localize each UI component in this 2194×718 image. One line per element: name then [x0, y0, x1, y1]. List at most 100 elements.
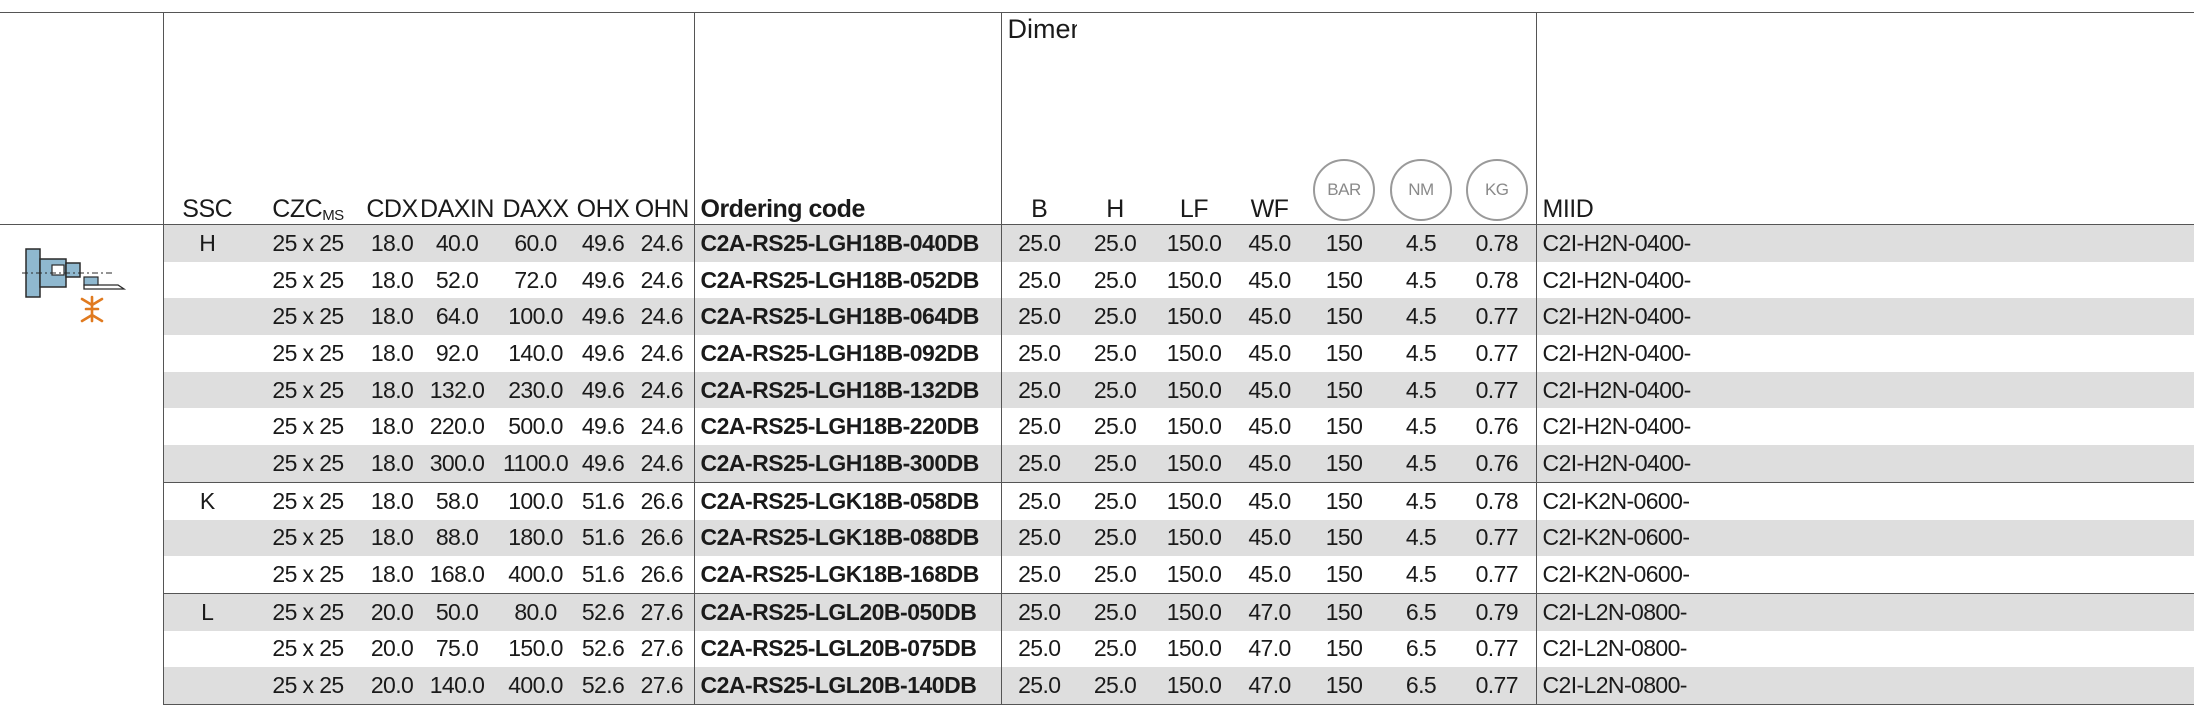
cell-bar: 150: [1325, 561, 1363, 588]
cell-ssc: [162, 519, 251, 557]
cell-cdx: 18.0: [365, 224, 419, 262]
cell-code: C2A-RS25-LGL20B-075DB: [693, 630, 1001, 668]
cell-lf: 150.0: [1153, 445, 1235, 483]
cell-daxx: 100.0: [495, 481, 576, 520]
cell-lf: 150.0: [1153, 667, 1235, 705]
cell-ssc: [162, 261, 251, 299]
cell-ssc: K: [162, 481, 251, 520]
cell-h: 25.0: [1093, 266, 1137, 293]
table-row: H 25 x 25 18.0 40.0 60.0 49.6 24.6 C2A-RS25-LGH…: [0, 224, 2194, 323]
cell-ohx: 51.6: [576, 519, 630, 557]
cell-wf: 45.0: [1248, 339, 1291, 366]
cell-ohn: 24.6: [630, 445, 694, 483]
cell-ohx: 49.6: [581, 339, 625, 366]
cell-ohx: 51.6: [576, 481, 630, 520]
cell-ssc: [162, 667, 251, 705]
cell-nm: 4.5: [1384, 298, 1458, 336]
cell-code: C2A-RS25-LGK18B-058DB: [693, 481, 1001, 520]
cell-daxx: 150.0: [508, 635, 563, 662]
cell-ssc: [162, 408, 251, 446]
cell-b: 25.0: [1000, 630, 1077, 668]
cell-ohx: 49.6: [576, 445, 630, 483]
cell-ohn: 24.6: [640, 266, 684, 293]
cell-bar: 150: [1325, 339, 1363, 366]
table-row: 25 x 25 18.0 300.0 1100.0 49.6 24.6 C2A-RS25-L…: [0, 445, 2194, 483]
cell-bar: 150: [1325, 635, 1363, 662]
cell-bar: 150: [1325, 266, 1363, 293]
header-ohx: OHX: [576, 12, 630, 225]
table-row: 25 x 25 18.0 88.0 180.0 51.6 26.6 C2A-RS25-LGK…: [0, 519, 2194, 557]
cell-wf: 45.0: [1248, 413, 1291, 440]
cell-czc: 25 x 25: [251, 224, 365, 262]
cell-ohn: 26.6: [630, 519, 694, 557]
cell-ohx: 49.6: [576, 298, 630, 336]
cell-wf: 47.0: [1235, 592, 1304, 631]
cell-ohx: 52.6: [576, 592, 630, 631]
cell-miid: C2I-H2N-0400-: [1535, 445, 2194, 483]
cell-nm: 4.5: [1384, 445, 1458, 483]
cell-daxin: 92.0: [435, 339, 479, 366]
cell-b: 25.0: [1000, 335, 1077, 372]
header-b-label: B: [1031, 195, 1048, 223]
header-kg: KG: [1458, 12, 1536, 225]
cell-czc: 25 x 25: [272, 635, 344, 662]
cell-nm: 4.5: [1384, 519, 1458, 557]
cell-kg: 0.76: [1458, 445, 1536, 483]
header-image-cell: [0, 12, 163, 225]
table-row: L 25 x 25 20.0 50.0 80.0 52.6 27.6 C2A-RS25-LGL…: [0, 592, 2194, 631]
table-row: 25 x 25 18.0 52.0 72.0 49.6 24.6 C2A-RS25-LGH1…: [0, 261, 2194, 299]
cell-ohx: 51.6: [581, 561, 625, 588]
cell-ohx: 49.6: [581, 266, 625, 293]
cell-wf: 45.0: [1235, 298, 1304, 336]
cell-miid: C2I-H2N-0400-: [1535, 261, 2194, 299]
cell-daxin: 40.0: [419, 224, 495, 262]
dimensions-title: Dimensions, mm: [1007, 14, 1078, 44]
cell-czc: 25 x 25: [272, 266, 344, 293]
cell-code: C2A-RS25-LGH18B-220DB: [693, 408, 1001, 446]
cell-lf: 150.0: [1166, 561, 1222, 588]
cell-wf: 45.0: [1248, 266, 1291, 293]
cell-nm: 4.5: [1384, 371, 1458, 409]
cell-h: 25.0: [1077, 224, 1153, 262]
cell-czc: 25 x 25: [272, 339, 344, 366]
cell-wf: 45.0: [1235, 371, 1304, 409]
cell-cdx: 18.0: [365, 481, 419, 520]
header-daxin: DAXIN: [419, 12, 495, 225]
cell-b: 25.0: [1000, 519, 1077, 557]
cell-h: 25.0: [1077, 445, 1153, 483]
cell-code: C2A-RS25-LGK18B-088DB: [693, 519, 1001, 557]
table-row: 25 x 25 18.0 168.0 400.0 51.6 26.6 C2A-RS25-LG…: [0, 556, 2194, 594]
cell-h: 25.0: [1077, 371, 1153, 409]
header-row: SSC CZCMS CDX DAXIN DAXX OHX OHN Orderin…: [0, 12, 2194, 225]
cell-daxx: 400.0: [495, 667, 576, 705]
cell-ohn: 26.6: [630, 481, 694, 520]
tool-image-cell: [0, 225, 163, 705]
cell-wf: 45.0: [1235, 445, 1304, 483]
cell-code: C2A-RS25-LGH18B-092DB: [693, 335, 1001, 372]
cell-kg: 0.77: [1475, 635, 1519, 662]
cell-code: C2A-RS25-LGH18B-052DB: [693, 261, 1001, 299]
cell-wf: 45.0: [1248, 561, 1291, 588]
cell-h: 25.0: [1093, 413, 1137, 440]
cell-b: 25.0: [1000, 667, 1077, 705]
table-row: 25 x 25 18.0 132.0 230.0 49.6 24.6 C2A-RS25-LG…: [0, 371, 2194, 409]
cell-daxin: 64.0: [419, 298, 495, 336]
cell-code: C2A-RS25-LGH18B-132DB: [693, 371, 1001, 409]
cell-daxin: 168.0: [429, 561, 485, 588]
cell-b: 25.0: [1000, 481, 1077, 520]
cell-daxin: 88.0: [419, 519, 495, 557]
cell-lf: 150.0: [1153, 519, 1235, 557]
cell-h: 25.0: [1093, 561, 1137, 588]
cell-b: 25.0: [1000, 298, 1077, 336]
cell-miid: C2I-K2N-0600-: [1535, 556, 2194, 594]
cell-miid: C2I-K2N-0600-: [1535, 481, 2194, 520]
cell-daxx: 1100.0: [495, 445, 576, 483]
cell-cdx: 18.0: [370, 339, 414, 366]
cell-lf: 150.0: [1166, 339, 1222, 366]
cell-ohx: 49.6: [581, 413, 625, 440]
cell-daxx: 60.0: [495, 224, 576, 262]
cell-lf: 150.0: [1166, 266, 1222, 293]
cell-czc: 25 x 25: [251, 298, 365, 336]
cell-wf: 47.0: [1235, 667, 1304, 705]
cell-lf: 150.0: [1166, 413, 1222, 440]
